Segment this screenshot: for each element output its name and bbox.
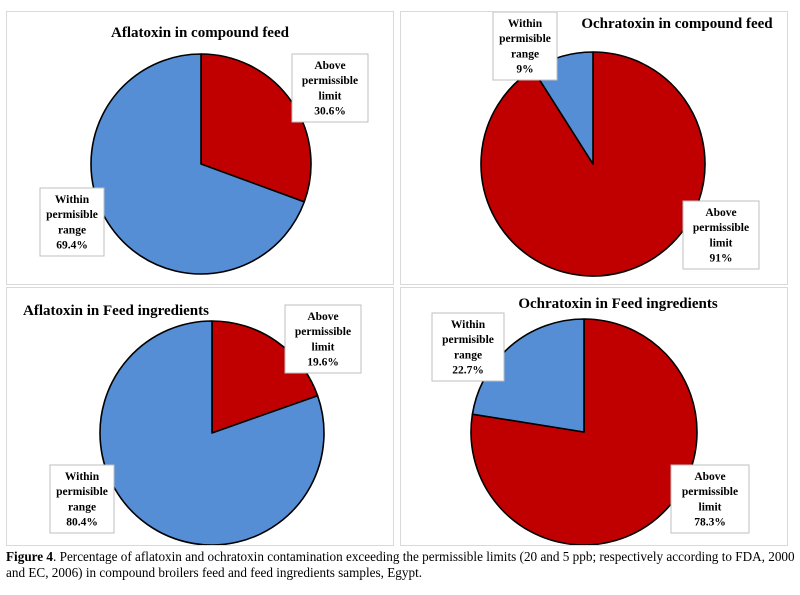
data-label-text: 80.4% bbox=[66, 517, 98, 529]
pie-slice-above-limit bbox=[470, 318, 698, 546]
data-label-box bbox=[682, 200, 760, 270]
data-label-text: 69.4% bbox=[56, 240, 88, 252]
data-label-text: Within bbox=[65, 471, 100, 483]
pie-chart-aflatoxin-feed-ingredients: Aflatoxin in Feed ingredients Above permis… bbox=[23, 303, 362, 546]
panel-aflatoxin-feed-ingredients: Aflatoxin in Feed ingredients Above permis… bbox=[6, 287, 394, 546]
data-label-text: permissible bbox=[693, 222, 749, 234]
data-label-text: permisible bbox=[499, 33, 551, 45]
data-label-text: permissible bbox=[682, 486, 738, 498]
pie-slice-within-range bbox=[471, 318, 585, 433]
chart-title: Aflatoxin in Feed ingredients bbox=[23, 303, 209, 319]
data-label-text: permisible bbox=[56, 486, 108, 498]
pie-chart-aflatoxin-compound-feed: Aflatoxin in compound feed Above permissib… bbox=[39, 25, 369, 275]
data-label-text: 9% bbox=[516, 64, 533, 76]
data-label-within-range: Within permisible range 9% bbox=[492, 11, 558, 81]
figure-caption: Figure 4. Percentage of aflatoxin and oc… bbox=[6, 549, 796, 581]
data-label-text: Within bbox=[451, 319, 486, 331]
data-label-text: permissible bbox=[295, 326, 351, 338]
data-label-text: 22.7% bbox=[452, 365, 484, 377]
data-label-text: limit bbox=[312, 341, 335, 353]
data-label-above-limit: Above permissible limit 19.6% bbox=[284, 304, 362, 374]
data-label-text: limit bbox=[699, 501, 722, 513]
data-label-text: permisible bbox=[46, 209, 98, 221]
data-label-above-limit: Above permissible limit 78.3% bbox=[670, 464, 750, 534]
pie-slice-within-range bbox=[90, 53, 306, 275]
data-label-box bbox=[431, 312, 505, 382]
data-label-text: limit bbox=[710, 237, 733, 249]
chart-title: Ochratoxin in Feed ingredients bbox=[518, 296, 717, 312]
data-label-text: Above bbox=[694, 471, 725, 483]
data-label-text: range bbox=[58, 224, 86, 236]
panel-ochratoxin-compound-feed: Ochratoxin in compound feed Above permissi… bbox=[400, 11, 788, 285]
data-label-text: Above bbox=[705, 207, 736, 219]
data-label-within-range: Within permisible range 69.4% bbox=[39, 187, 105, 257]
data-label-above-limit: Above permissible limit 91% bbox=[682, 200, 760, 270]
data-label-text: 19.6% bbox=[307, 357, 339, 369]
chart-title: Ochratoxin in compound feed bbox=[581, 16, 773, 32]
data-label-box bbox=[49, 464, 115, 534]
data-label-text: range bbox=[454, 349, 482, 361]
data-label-within-range: Within permisible range 22.7% bbox=[431, 312, 505, 382]
data-label-text: permisible bbox=[442, 334, 494, 346]
data-label-text: range bbox=[68, 501, 96, 513]
data-label-text: Within bbox=[508, 18, 543, 30]
data-label-text: 78.3% bbox=[694, 517, 726, 529]
data-label-text: limit bbox=[319, 90, 342, 102]
data-label-text: Within bbox=[55, 194, 90, 206]
data-label-text: 30.6% bbox=[314, 106, 346, 118]
pie-slice-within-range bbox=[99, 320, 325, 546]
data-label-text: Above bbox=[307, 311, 338, 323]
data-label-box bbox=[492, 11, 558, 81]
data-label-text: Above bbox=[314, 60, 345, 72]
panel-aflatoxin-compound-feed: Aflatoxin in compound feed Above permissib… bbox=[6, 11, 394, 285]
data-label-text: permissible bbox=[302, 75, 358, 87]
pie-slice-above-limit bbox=[200, 53, 312, 203]
data-label-text: range bbox=[511, 48, 539, 60]
data-label-box bbox=[670, 464, 750, 534]
data-label-box bbox=[39, 187, 105, 257]
panel-ochratoxin-feed-ingredients: Ochratoxin in Feed ingredients Above permi… bbox=[400, 287, 788, 546]
data-label-box bbox=[284, 304, 362, 374]
pie-chart-ochratoxin-compound-feed: Ochratoxin in compound feed Above permissi… bbox=[480, 11, 773, 277]
data-label-above-limit: Above permissible limit 30.6% bbox=[291, 53, 369, 123]
figure-caption-text: . Percentage of aflatoxin and ochratoxin… bbox=[6, 549, 795, 580]
data-label-text: 91% bbox=[710, 253, 733, 265]
figure-label: Figure 4 bbox=[6, 549, 54, 564]
pie-chart-ochratoxin-feed-ingredients: Ochratoxin in Feed ingredients Above permi… bbox=[431, 296, 750, 546]
chart-title: Aflatoxin in compound feed bbox=[111, 25, 290, 41]
data-label-box bbox=[291, 53, 369, 123]
data-label-within-range: Within permisible range 80.4% bbox=[49, 464, 115, 534]
